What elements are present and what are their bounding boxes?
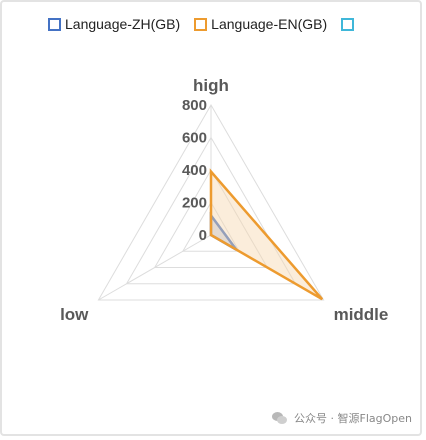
footer-watermark: 公众号 · 智源FlagOpen [272,410,412,426]
legend-label-zh: Language-ZH(GB) [65,16,181,32]
footer-account-text: 公众号 · 智源FlagOpen [294,412,412,425]
legend-item-en[interactable]: Language-EN(GB) [194,16,327,32]
legend-item-third[interactable] [341,17,358,31]
tick-label-600: 600 [182,130,207,147]
tick-label-400: 400 [182,162,207,179]
tick-label-200: 200 [182,195,207,212]
series-polygon-1 [209,168,324,301]
axis-spoke-low [98,234,212,301]
legend-swatch-zh [48,17,61,31]
axis-label-middle: middle [334,305,389,324]
radial-tick-labels: 0 200 400 600 800 [182,97,207,244]
grid-ring-3 [125,136,297,285]
tick-label-0: 0 [199,227,207,244]
axis-labels: high middle low [60,76,388,324]
grid-ring-4 [97,104,325,301]
grid-ring-1 [181,201,241,252]
chart-legend: Language-ZH(GB) Language-EN(GB) [48,16,358,32]
legend-swatch-third [341,17,355,31]
legend-label-en: Language-EN(GB) [211,16,328,32]
legend-swatch-en [194,17,208,31]
wechat-icon [272,411,288,425]
axis-label-low: low [60,305,89,324]
axis-label-high: high [193,76,229,95]
grid-ring-2 [153,169,269,268]
radar-series [209,168,324,301]
legend-item-zh[interactable]: Language-ZH(GB) [48,16,180,32]
tick-label-800: 800 [182,97,207,114]
